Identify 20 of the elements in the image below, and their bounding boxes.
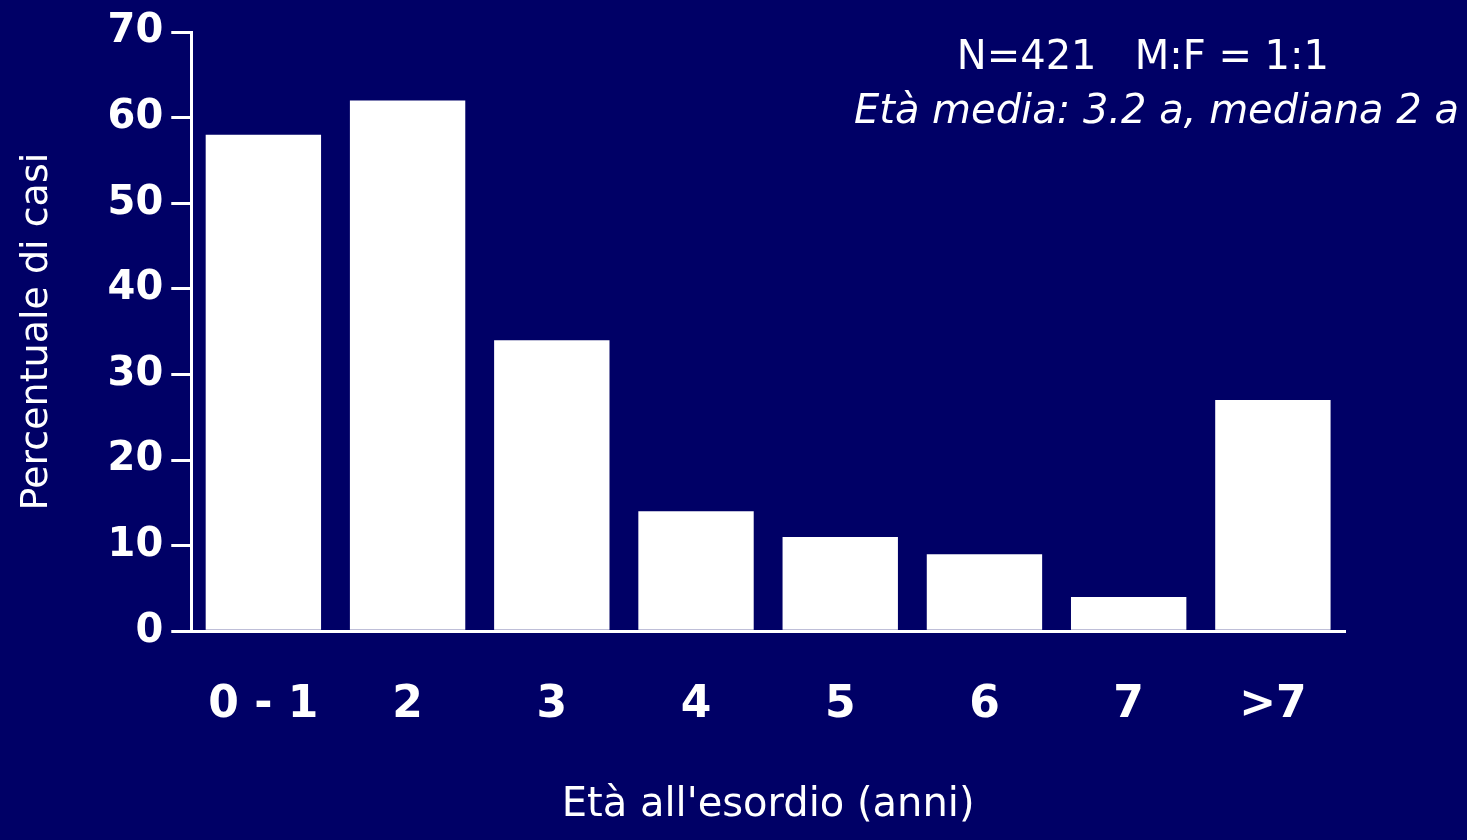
x-axis-title: Età all'esordio (anni) (561, 779, 975, 826)
x-tick-label: 0 - 1 (208, 676, 319, 728)
y-tick-label: 70 (107, 5, 164, 52)
y-tick-label: 20 (107, 433, 164, 480)
x-tick-label: 4 (680, 676, 712, 728)
x-tick-label: 6 (969, 676, 1000, 728)
x-tick-label: 7 (1113, 676, 1144, 728)
y-tick-label: 40 (107, 262, 164, 309)
x-tick-label: >7 (1239, 676, 1307, 728)
annotation: Età media: 3.2 a, mediana 2 a (853, 85, 1459, 134)
y-tick-label: 50 (107, 176, 164, 223)
y-tick-label: 0 (135, 604, 164, 651)
x-tick-label: 3 (536, 676, 568, 728)
y-axis-title: Percentuale di casi (11, 152, 56, 511)
y-tick-label: 10 (107, 518, 164, 565)
x-tick-label: 5 (824, 676, 856, 728)
x-tick-label: 2 (392, 676, 423, 728)
y-tick-label: 60 (107, 90, 164, 137)
annotation: N=421 M:F = 1:1 (955, 31, 1330, 80)
y-tick-label: 30 (107, 347, 164, 394)
